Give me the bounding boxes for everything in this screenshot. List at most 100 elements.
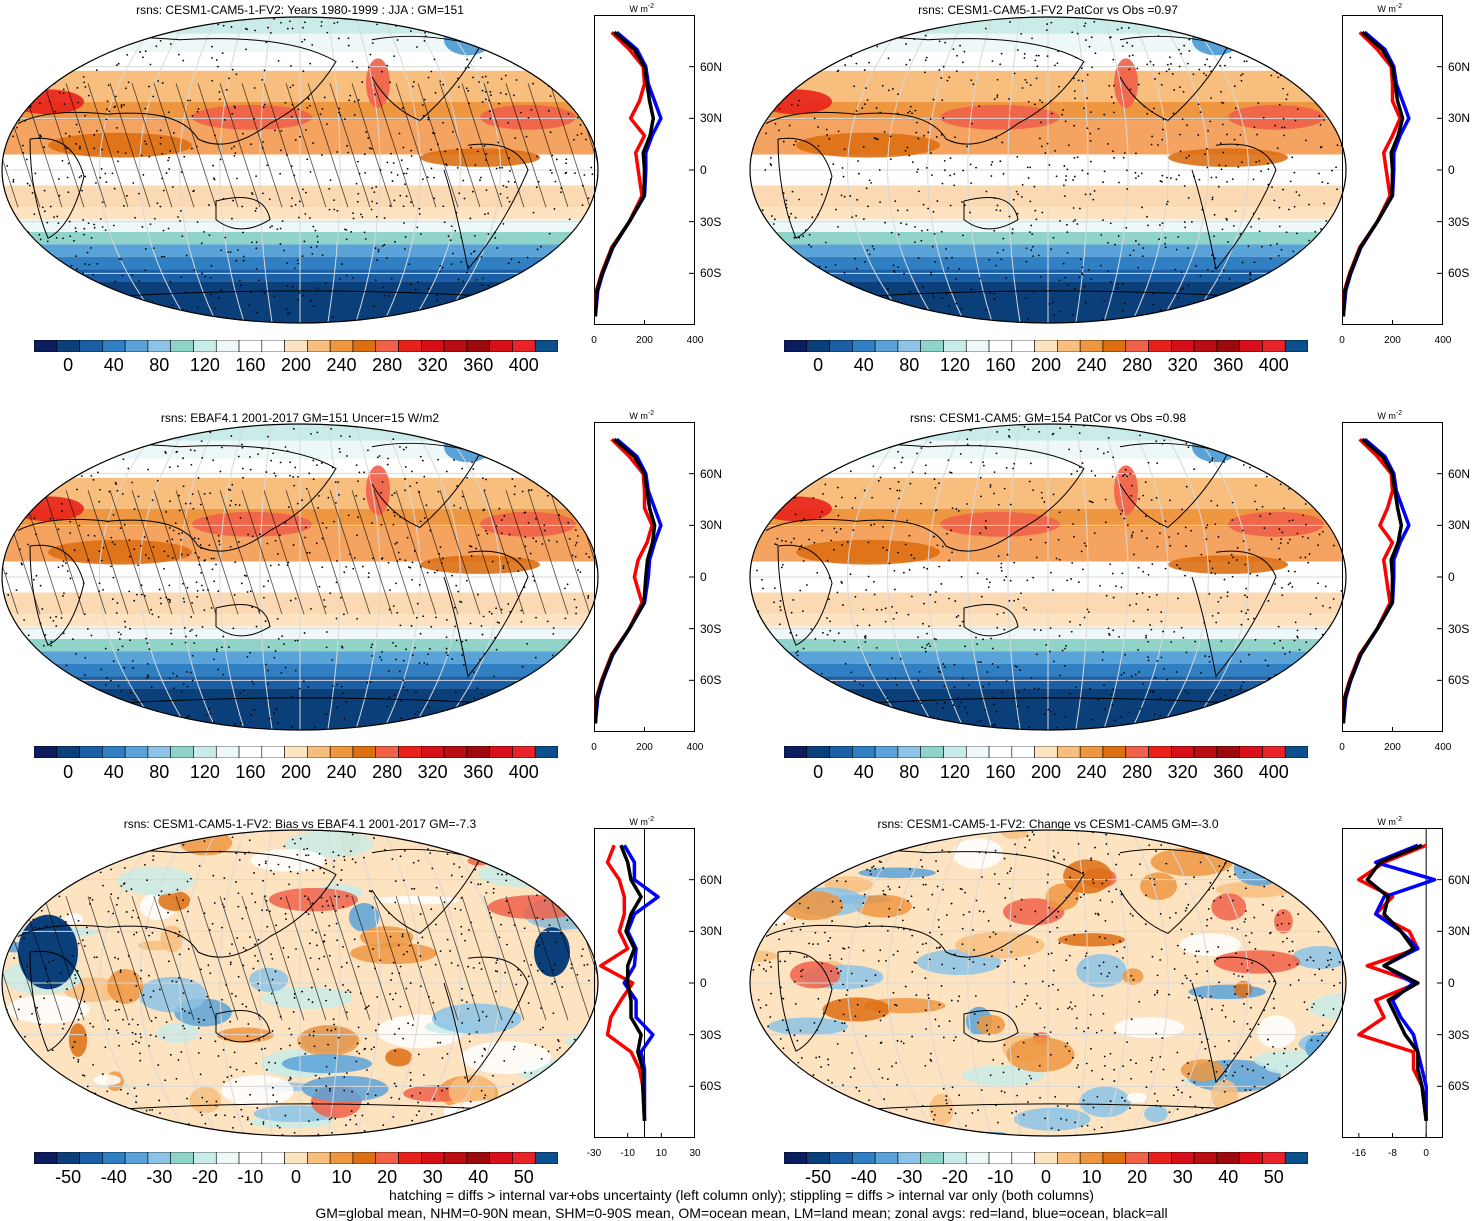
zonal-line-all <box>594 437 657 724</box>
colorbar-tick-label: 0 <box>63 762 74 782</box>
world-map-p2 <box>749 16 1347 324</box>
zonal-unit-text: W m <box>1377 817 1396 827</box>
colorbar-tick-label: 40 <box>103 762 124 782</box>
colorbar-tick-label: 0 <box>1040 1167 1052 1187</box>
colorbar-tick-label: -10 <box>237 1167 264 1187</box>
colorbar-p3 <box>34 746 558 758</box>
colorbar-tick-label: 80 <box>899 762 920 782</box>
colorbar-tick-label: 160 <box>235 355 266 375</box>
zonal-x-tick-label: 0 <box>1339 742 1345 753</box>
zonal-unit-label: W m-2 <box>1377 3 1402 14</box>
zonal-unit-exponent: -2 <box>1395 816 1403 823</box>
lat-tick-label: 0 <box>1448 976 1455 990</box>
zonal-x-tick-label: 0 <box>1423 1148 1429 1159</box>
colorbar-tick-label: 400 <box>508 762 539 782</box>
colorbar-tick-label: 200 <box>280 762 312 782</box>
zonal-unit-exponent: -2 <box>1395 3 1403 10</box>
colorbar-tick-label: 160 <box>985 355 1016 375</box>
zonal-line-ocean <box>594 30 663 317</box>
panel-title: rsns: CESM1-CAM5-1-FV2: Bias vs EBAF4.1 … <box>123 817 477 831</box>
zonal-unit-exponent: -2 <box>1395 410 1403 417</box>
zonal-mean-plot-p4 <box>1342 422 1443 732</box>
lat-tick-label: 0 <box>700 570 707 584</box>
lat-tick-label: 30S <box>700 214 722 229</box>
colorbar-tick-label: 120 <box>939 355 970 375</box>
zonal-unit-exponent: -2 <box>647 410 655 417</box>
lat-tick-label: 60N <box>1448 466 1471 481</box>
lat-tick-label: 30S <box>700 1027 722 1042</box>
lat-tick-label: 60S <box>1448 1079 1470 1094</box>
zonal-line-ocean <box>1342 437 1411 724</box>
colorbar-tick-label: -40 <box>100 1167 127 1187</box>
zonal-unit-label: W m-2 <box>629 816 654 827</box>
colorbar-tick-label: 240 <box>326 355 357 375</box>
zonal-x-tick-label: 400 <box>686 742 704 753</box>
colorbar-tick-label: 120 <box>189 355 220 375</box>
colorbar-tick-label: 20 <box>377 1167 398 1187</box>
zonal-line-all <box>1365 843 1428 1122</box>
colorbar-tick-label: 40 <box>103 355 124 375</box>
colorbar-tick-label: 40 <box>468 1167 489 1187</box>
lat-tick-label: 60N <box>700 59 723 74</box>
colorbar-tick-label: 280 <box>372 762 403 782</box>
colorbar-tick-label: 160 <box>985 762 1016 782</box>
colorbar-tick-label: 280 <box>372 355 403 375</box>
colorbar-tick-label: 20 <box>1127 1167 1148 1187</box>
colorbar-tick-label: 0 <box>290 1167 302 1187</box>
world-map-p3 <box>1 423 599 731</box>
colorbar-tick-label: -30 <box>896 1167 923 1187</box>
zonal-line-all <box>1342 437 1404 724</box>
colorbar-tick-label: 400 <box>1258 355 1289 375</box>
zonal-line-all <box>594 30 656 317</box>
zonal-mean-plot-p1 <box>594 15 695 325</box>
colorbar-tick-label: 320 <box>417 762 448 782</box>
lat-tick-label: 60S <box>700 266 722 281</box>
zonal-unit-text: W m <box>629 817 648 827</box>
zonal-unit-text: W m <box>1377 4 1396 14</box>
colorbar-tick-label: 40 <box>853 762 874 782</box>
lat-tick-label: 0 <box>1448 163 1455 177</box>
lat-tick-label: 0 <box>700 163 707 177</box>
colorbar-p4 <box>784 746 1308 758</box>
colorbar-tick-label: -20 <box>941 1167 968 1187</box>
colorbar-p6 <box>784 1152 1308 1164</box>
colorbar-tick-label: 240 <box>1076 355 1107 375</box>
colorbar-tick-label: 50 <box>1263 1167 1284 1187</box>
zonal-mean-plot-p2 <box>1342 15 1443 325</box>
zonal-unit-label: W m-2 <box>629 3 654 14</box>
colorbar-tick-label: 0 <box>63 355 74 375</box>
lat-tick-label: 30S <box>1448 621 1470 636</box>
footer-line-1: hatching = diffs > internal var+obs unce… <box>389 1187 1094 1203</box>
zonal-mean-plot-p3 <box>594 422 695 732</box>
colorbar-tick-label: 10 <box>1081 1167 1102 1187</box>
colorbar-tick-label: 360 <box>1213 762 1244 782</box>
lat-tick-label: 60S <box>700 1079 722 1094</box>
colorbar-tick-label: 200 <box>280 355 312 375</box>
zonal-x-tick-label: 10 <box>655 1148 667 1159</box>
zonal-x-tick-label: 200 <box>1384 335 1401 346</box>
colorbar-tick-label: 280 <box>1122 762 1153 782</box>
colorbar-tick-label: 240 <box>1076 762 1107 782</box>
panel-title: rsns: CESM1-CAM5-1-FV2: Years 1980-1999 … <box>136 3 464 17</box>
lat-tick-label: 60S <box>1448 673 1470 688</box>
lat-tick-label: 30N <box>1448 518 1471 533</box>
zonal-x-tick-label: -8 <box>1388 1148 1397 1159</box>
world-map-p5 <box>1 829 599 1137</box>
zonal-mean-plot-p5 <box>594 828 695 1138</box>
colorbar-tick-label: 320 <box>1167 762 1198 782</box>
zonal-x-tick-label: 400 <box>1434 742 1452 753</box>
colorbar-tick-label: 50 <box>513 1167 534 1187</box>
zonal-x-tick-label: -16 <box>1351 1148 1367 1159</box>
colorbar-tick-label: 30 <box>422 1167 443 1187</box>
colorbar-tick-label: -40 <box>850 1167 877 1187</box>
colorbar-tick-label: 360 <box>463 355 494 375</box>
footer-line-2: GM=global mean, NHM=0-90N mean, SHM=0-90… <box>315 1205 1168 1221</box>
colorbar-tick-label: 160 <box>235 762 266 782</box>
zonal-line-land <box>598 844 647 1121</box>
lat-tick-label: 30N <box>700 924 723 939</box>
zonal-x-tick-label: 0 <box>591 335 597 346</box>
zonal-line-all <box>1342 30 1405 317</box>
colorbar-tick-label: 200 <box>1030 762 1062 782</box>
zonal-x-tick-label: 30 <box>689 1148 701 1159</box>
zonal-unit-label: W m-2 <box>1377 816 1402 827</box>
